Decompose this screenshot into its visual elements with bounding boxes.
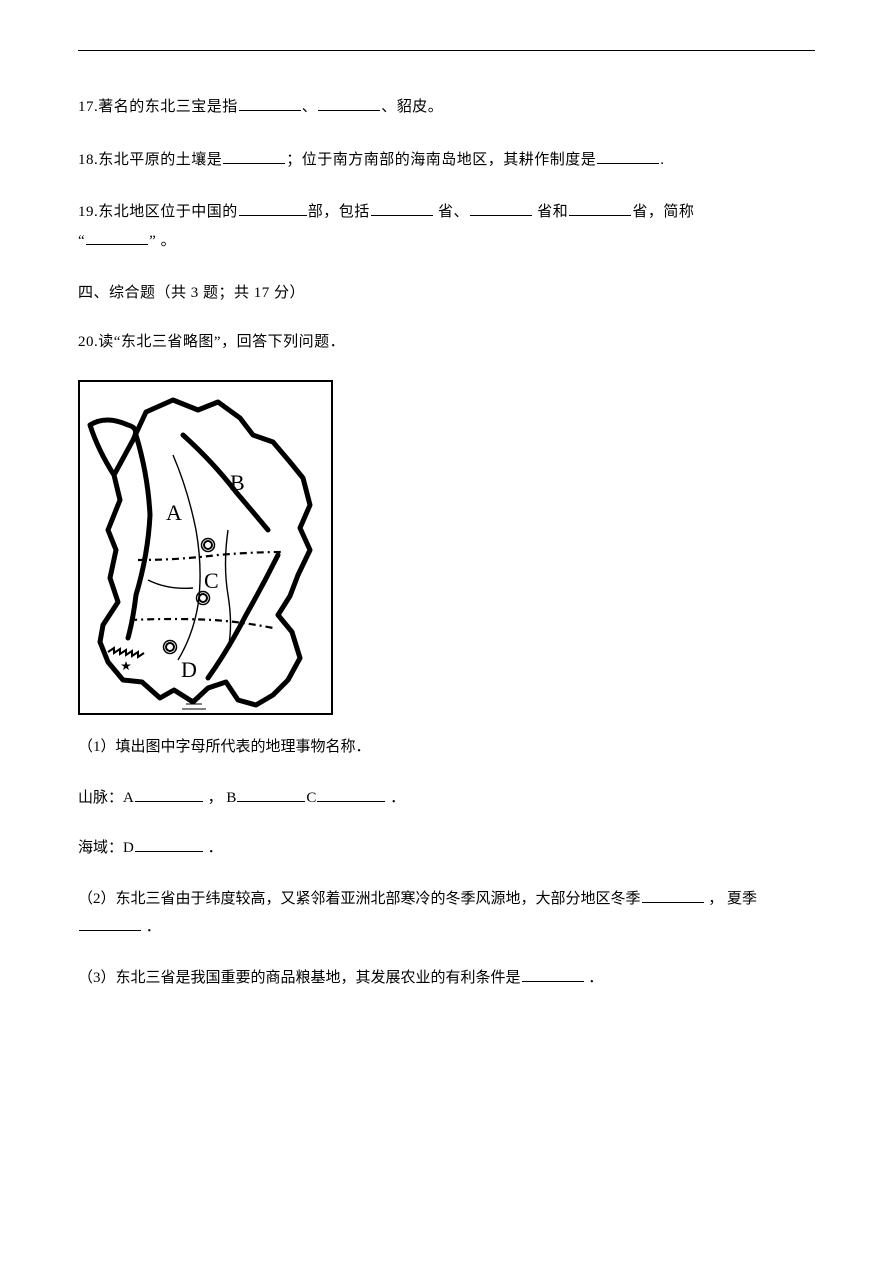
blank	[135, 786, 203, 802]
blank	[135, 836, 203, 852]
q17-num: 17.	[78, 99, 98, 115]
q20-2-t3: ．	[142, 919, 161, 935]
label-d: D	[181, 657, 197, 682]
question-20: 20.读“东北三省略图”，回答下列问题．	[78, 328, 815, 357]
question-18: 18.东北平原的土壤是 ；位于南方南部的海南岛地区，其耕作制度是.	[78, 146, 815, 175]
q20-2: （2）东北三省由于纬度较高，又紧邻着亚洲北部寒冷的冬季风源地，大部分地区冬季 ，…	[78, 885, 815, 942]
question-19: 19.东北地区位于中国的 部，包括 省、 省和 省，简称 “ ” 。	[78, 198, 815, 255]
city-3	[166, 643, 174, 651]
q20-1-lead: （1）填出图中字母所代表的地理事物名称．	[78, 733, 815, 762]
sea-period: ．	[204, 840, 223, 856]
q19-num: 19.	[78, 204, 98, 220]
blank	[642, 887, 704, 903]
q18-t1: 东北平原的土壤是	[98, 152, 222, 168]
question-17: 17.著名的东北三宝是指 、 、貂皮。	[78, 93, 815, 122]
q17-t2: 、貂皮。	[381, 99, 443, 115]
city-1	[204, 541, 212, 549]
blank	[371, 200, 433, 216]
q18-t3: .	[660, 152, 664, 168]
q20-2-t1: （2）东北三省由于纬度较高，又紧邻着亚洲北部寒冷的冬季风源地，大部分地区冬季	[78, 891, 641, 907]
blank	[237, 786, 305, 802]
q18-num: 18.	[78, 152, 98, 168]
mountain-a-label: 山脉：A	[78, 790, 134, 806]
northeast-map-svg: A B C D	[78, 380, 333, 715]
q20-num: 20.	[78, 334, 98, 350]
q19-t2: 部，包括	[308, 204, 370, 220]
q19-t5: 省，简称	[632, 204, 694, 220]
q20-3-t1: （3）东北三省是我国重要的商品粮基地，其发展农业的有利条件是	[78, 970, 521, 986]
label-b: B	[230, 470, 245, 495]
blank	[569, 200, 631, 216]
q20-text: 读“东北三省略图”，回答下列问题．	[98, 334, 345, 350]
blank	[317, 786, 385, 802]
q20-2-t2: ， 夏季	[705, 891, 758, 907]
blank	[239, 200, 307, 216]
q19-t1: 东北地区位于中国的	[98, 204, 238, 220]
map-figure: A B C D	[78, 380, 815, 715]
blank	[470, 200, 532, 216]
q20-1-sea: 海域：D ．	[78, 834, 815, 863]
blank	[79, 915, 141, 931]
blank	[239, 95, 301, 111]
mountain-c-label: C	[306, 790, 316, 806]
mountain-b-label: ， B	[204, 790, 237, 806]
blank	[597, 148, 659, 164]
sea-d-label: 海域：D	[78, 840, 134, 856]
q20-3: （3）东北三省是我国重要的商品粮基地，其发展农业的有利条件是 ．	[78, 964, 815, 993]
q17-t1: 著名的东北三宝是指	[98, 99, 238, 115]
q20-3-t2: ．	[585, 970, 604, 986]
mountain-period: ．	[386, 790, 405, 806]
blank	[86, 229, 148, 245]
blank	[522, 966, 584, 982]
page-top-rule	[78, 50, 815, 51]
section-4-heading: 四、综合题（共 3 题；共 17 分）	[78, 279, 815, 308]
label-c: C	[204, 568, 219, 593]
blank	[318, 95, 380, 111]
label-a: A	[166, 500, 182, 525]
q20-1-mountains: 山脉：A ， B C ．	[78, 784, 815, 813]
q19-openq: “	[78, 233, 85, 249]
city-2	[199, 594, 207, 602]
q17-sep: 、	[302, 99, 318, 115]
q19-t3: 省、	[434, 204, 469, 220]
q18-t2: ；位于南方南部的海南岛地区，其耕作制度是	[286, 152, 596, 168]
q19-t4: 省和	[533, 204, 568, 220]
q19-closeq: ” 。	[149, 233, 176, 249]
blank	[223, 148, 285, 164]
